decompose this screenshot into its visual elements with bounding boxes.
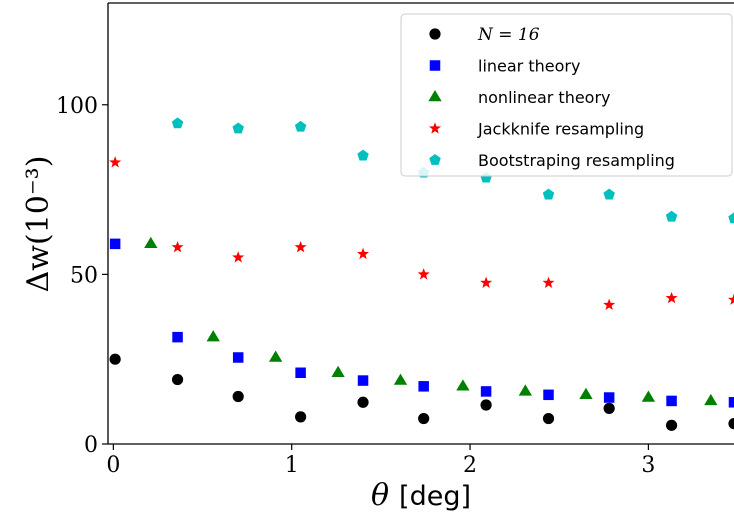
x-tick-label: 0: [106, 453, 120, 478]
data-point-pentagon: [171, 117, 184, 129]
data-point-circle: [418, 412, 430, 425]
x-tick-label: 3: [641, 453, 655, 478]
y-tick-label: 0: [84, 433, 98, 458]
data-point-circle: [357, 396, 369, 408]
data-point-star: [171, 240, 184, 253]
data-point-triangle: [206, 330, 220, 342]
data-point-triangle: [456, 379, 470, 391]
x-axis-label: θ [deg]: [371, 478, 471, 513]
legend-marker-star: [429, 122, 441, 134]
legend-box: [400, 13, 733, 177]
data-point-star: [357, 247, 370, 260]
y-tick-label: 50: [70, 263, 98, 288]
x-tick-label: 2: [463, 453, 477, 478]
data-point-square: [543, 389, 554, 401]
data-point-circle: [295, 411, 307, 423]
data-point-star: [542, 276, 555, 288]
data-point-square: [603, 392, 615, 403]
data-point-square: [295, 367, 306, 379]
data-point-square: [357, 375, 369, 386]
legend-marker-circle: [429, 28, 441, 40]
data-point-pentagon: [603, 188, 615, 200]
legend-label: nonlinear theory: [478, 88, 611, 107]
data-point-square: [728, 397, 734, 408]
data-point-square: [109, 238, 121, 250]
data-point-square: [232, 352, 244, 363]
legend-marker-pentagon: [429, 154, 441, 165]
data-point-star: [417, 268, 430, 280]
data-point-star: [480, 276, 493, 288]
legend-label: Bootstraping resampling: [478, 151, 675, 170]
data-point-circle: [232, 390, 244, 403]
data-point-triangle: [331, 365, 345, 377]
data-point-pentagon: [357, 149, 369, 161]
data-point-square: [418, 381, 429, 392]
data-point-pentagon: [728, 212, 734, 224]
data-point-star: [294, 240, 307, 253]
data-point-pentagon: [232, 122, 244, 134]
data-point-triangle: [144, 236, 158, 249]
data-point-triangle: [268, 350, 283, 362]
data-point-triangle: [518, 384, 532, 396]
data-point-circle: [480, 399, 492, 411]
data-point-triangle: [579, 387, 593, 400]
data-point-pentagon: [665, 210, 678, 222]
y-tick-label: 100: [56, 94, 98, 119]
data-point-square: [172, 331, 183, 343]
data-point-circle: [109, 353, 121, 365]
data-point-circle: [542, 412, 555, 425]
data-point-triangle: [641, 390, 656, 402]
data-point-circle: [665, 419, 678, 431]
data-point-circle: [603, 402, 615, 414]
data-point-star: [109, 156, 122, 168]
y-axis-label: Δw(10⁻³): [21, 156, 56, 293]
data-point-square: [480, 386, 492, 397]
data-point-square: [666, 395, 677, 407]
legend-marker-triangle: [428, 90, 442, 102]
x-tick-label: 1: [285, 453, 299, 478]
data-point-circle: [171, 373, 184, 386]
data-point-star: [603, 298, 616, 311]
data-point-triangle: [393, 373, 408, 385]
data-point-star: [665, 291, 678, 304]
data-point-star: [232, 251, 245, 263]
data-point-pentagon: [294, 120, 307, 132]
data-point-pentagon: [542, 188, 555, 200]
data-point-triangle: [704, 393, 718, 406]
legend-marker-square: [429, 60, 441, 71]
data-point-star: [728, 293, 734, 305]
data-point-circle: [728, 418, 734, 430]
legend: N = 16 linear theory nonlinear theory Jackk…: [400, 13, 733, 177]
legend-label: Jackknife resampling: [477, 120, 644, 139]
legend-label: N = 16: [477, 25, 540, 45]
legend-label: linear theory: [478, 57, 580, 76]
